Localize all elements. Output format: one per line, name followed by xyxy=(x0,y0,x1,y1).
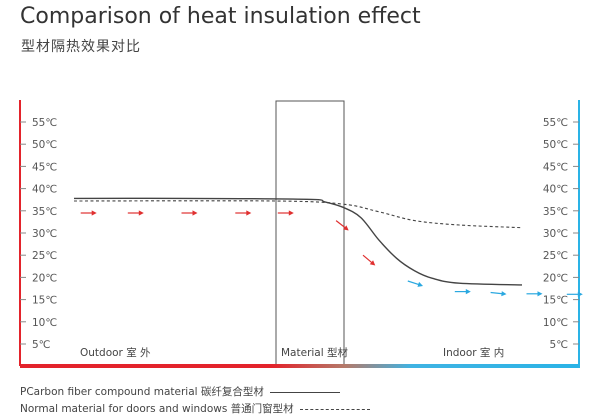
left-tick-label: 30℃ xyxy=(32,228,57,240)
left-tick-label: 40℃ xyxy=(32,184,57,196)
legend-normal: Normal material for doors and windows 普通… xyxy=(20,401,370,416)
right-tick-label: 50℃ xyxy=(543,139,568,151)
heat-flow-arrow xyxy=(277,210,294,216)
right-tick-label: 20℃ xyxy=(543,272,568,284)
heat-flow-arrow-head xyxy=(138,210,144,216)
right-tick-label: 40℃ xyxy=(543,184,568,196)
left-tick-label: 50℃ xyxy=(32,139,57,151)
legend-carbon-label: PCarbon fiber compound material 碳纤复合型材 xyxy=(20,386,264,398)
heat-flow-arrow xyxy=(362,254,376,266)
left-tick-label: 10℃ xyxy=(32,317,57,329)
series-line-normal-material xyxy=(73,200,523,229)
legend-carbon: PCarbon fiber compound material 碳纤复合型材 xyxy=(20,384,340,399)
right-tick-label: 10℃ xyxy=(543,317,568,329)
heat-flow-arrow-head xyxy=(501,291,507,297)
right-tick-label: 15℃ xyxy=(543,295,568,307)
right-tick-label: 30℃ xyxy=(543,228,568,240)
zone-label-indoor: Indoor 室 内 xyxy=(443,346,504,359)
heat-flow-arrow xyxy=(127,210,144,216)
heat-flow-arrow-shaft xyxy=(362,254,373,264)
heat-flow-arrow xyxy=(566,291,583,297)
zone-label-material: Material 型材 xyxy=(281,346,348,359)
heat-flow-arrow xyxy=(80,210,97,216)
left-tick-label: 25℃ xyxy=(32,250,57,262)
heat-flow-arrow-shaft xyxy=(407,280,420,286)
left-tick-label: 15℃ xyxy=(32,295,57,307)
heat-flow-arrow-head xyxy=(246,210,252,216)
heat-flow-arrow-head xyxy=(537,291,543,297)
series-line-carbon-fiber xyxy=(73,197,523,286)
heat-flow-arrow-head xyxy=(577,291,583,297)
material-zone-box xyxy=(275,100,345,367)
heat-flow-arrow xyxy=(235,210,252,216)
heat-flow-arrow xyxy=(454,289,471,295)
legend-normal-label: Normal material for doors and windows 普通… xyxy=(20,403,294,415)
heat-flow-arrow xyxy=(526,291,543,297)
right-tick-label: 25℃ xyxy=(543,250,568,262)
left-tick-label: 55℃ xyxy=(32,117,57,129)
heat-flow-arrow-shaft xyxy=(490,291,503,295)
heat-flow-arrow-head xyxy=(417,281,424,287)
right-tick-label: 5℃ xyxy=(550,339,568,351)
left-tick-label: 45℃ xyxy=(32,161,57,173)
legend-dashed-line-sample xyxy=(299,408,370,410)
heat-flow-arrow-head xyxy=(343,225,349,231)
heat-flow-arrow xyxy=(490,291,507,297)
left-tick-label: 5℃ xyxy=(32,339,50,351)
heat-flow-arrow-shaft xyxy=(335,220,346,229)
right-tick-label: 35℃ xyxy=(543,206,568,218)
heat-flow-arrow-head xyxy=(288,210,294,216)
temperature-gradient-bar xyxy=(20,364,580,368)
heat-flow-arrow xyxy=(335,220,349,231)
heat-flow-arrow xyxy=(181,210,198,216)
right-tick-label: 55℃ xyxy=(543,117,568,129)
right-tick-label: 45℃ xyxy=(543,161,568,173)
left-tick-label: 35℃ xyxy=(32,206,57,218)
zone-label-outdoor: Outdoor 室 外 xyxy=(80,346,151,359)
chart-subtitle: 型材隔热效果对比 xyxy=(21,39,141,55)
chart-title: Comparison of heat insulation effect xyxy=(20,4,421,29)
heat-flow-arrow-head xyxy=(192,210,198,216)
heat-flow-arrow-head xyxy=(91,210,97,216)
heat-flow-arrow xyxy=(407,280,424,287)
heat-flow-arrow-head xyxy=(465,289,471,295)
legend-solid-line-sample xyxy=(269,391,340,393)
heat-flow-arrow-head xyxy=(369,260,376,266)
left-tick-label: 20℃ xyxy=(32,272,57,284)
